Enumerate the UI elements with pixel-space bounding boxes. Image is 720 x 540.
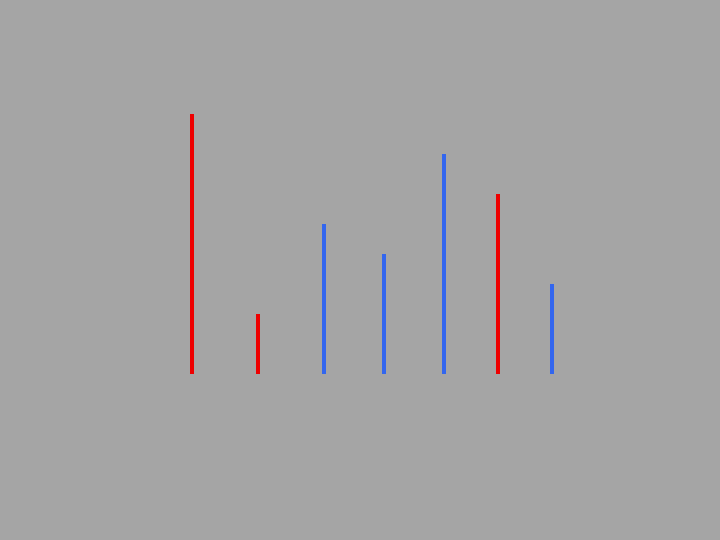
- bar-1: [190, 114, 194, 374]
- bar-5: [442, 154, 446, 374]
- bar-7: [550, 284, 554, 374]
- bar-6: [496, 194, 500, 374]
- bar-4: [382, 254, 386, 374]
- bar-2: [256, 314, 260, 374]
- bar-group: [190, 114, 554, 374]
- bar-3: [322, 224, 326, 374]
